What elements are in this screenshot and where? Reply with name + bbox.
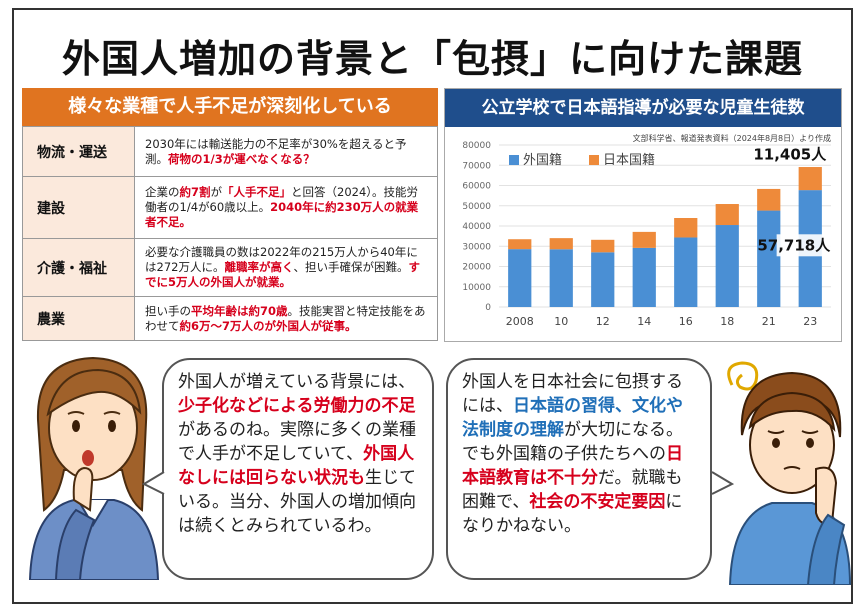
x-tick-label: 12 xyxy=(596,315,610,328)
labor-shortage-table: 様々な業種で人手不足が深刻化している 物流・運送 2030年には輸送能力の不足率… xyxy=(22,88,438,342)
description-cell: 必要な介護職員の数は2022年の215万人から40年には272万人に。離職率が高… xyxy=(134,238,438,297)
annotation-bg xyxy=(776,234,840,257)
legend-label: 外国籍 xyxy=(523,152,562,168)
y-tick-label: 20000 xyxy=(462,263,491,273)
y-tick-label: 0 xyxy=(485,303,491,313)
y-tick-label: 60000 xyxy=(462,182,491,192)
annotation-top: 11,405人 xyxy=(753,145,827,163)
bar-japanese xyxy=(715,204,739,226)
bar-foreign xyxy=(508,249,532,307)
woman-character-illustration xyxy=(28,356,160,580)
speech-bubble-right: 外国人を日本社会に包摂するには、日本語の習得、文化や法制度の理解が大切になる。で… xyxy=(446,358,712,580)
y-tick-label: 30000 xyxy=(462,242,491,252)
x-tick-label: 23 xyxy=(803,315,817,328)
bar-japanese xyxy=(674,218,698,238)
chart-svg: 0 10000 20000 30000 40000 50000 60000 70000 8000… xyxy=(462,141,840,328)
bar-foreign xyxy=(674,237,698,307)
worry-scribble-icon xyxy=(727,361,759,391)
description-cell: 企業の約7割が「人手不足」と回答（2024）。技能労働者の1/4が60歳以上。2… xyxy=(134,176,438,239)
y-tick-label: 10000 xyxy=(462,283,491,293)
table-row: 介護・福祉 必要な介護職員の数は2022年の215万人から40年には272万人に… xyxy=(22,238,438,297)
bar-japanese xyxy=(798,167,822,191)
y-tick-label: 40000 xyxy=(462,222,491,232)
annotation-bottom: 57,718人 xyxy=(757,236,831,254)
page-title: 外国人増加の背景と「包摂」に向けた課題 xyxy=(61,37,803,81)
bar-japanese xyxy=(632,231,656,248)
x-tick-label: 2008 xyxy=(506,315,534,328)
table-row: 建設 企業の約7割が「人手不足」と回答（2024）。技能労働者の1/4が60歳以… xyxy=(22,176,438,239)
speech-bubble-left: 外国人が増えている背景には、少子化などによる労働力の不足があるのね。実際に多くの… xyxy=(162,358,434,580)
bar-japanese xyxy=(508,239,532,250)
bar-foreign xyxy=(549,249,573,307)
bar-japanese xyxy=(757,188,781,211)
y-tick-label: 50000 xyxy=(462,202,491,212)
bar-japanese xyxy=(591,239,615,253)
description-cell: 2030年には輸送能力の不足率が30%を超えると予測。荷物の1/3が運べなくなる… xyxy=(134,126,438,177)
chart-header: 公立学校で日本語指導が必要な児童生徒数 xyxy=(445,89,841,127)
description-cell: 担い手の平均年齢は約70歳。技能実習と特定技能をあわせて約6万～7万人のが外国人… xyxy=(134,296,438,341)
man-character-illustration xyxy=(727,361,852,585)
y-tick-label: 80000 xyxy=(462,141,491,151)
legend-label: 日本国籍 xyxy=(603,152,655,168)
bar-foreign xyxy=(632,247,656,307)
table-header: 様々な業種で人手不足が深刻化している xyxy=(22,88,438,126)
speech-bubble-right-tail xyxy=(711,471,734,495)
x-tick-label: 18 xyxy=(720,315,734,328)
student-count-chart: 公立学校で日本語指導が必要な児童生徒数 文部科学省、報道発表資料（2024年8月… xyxy=(444,88,842,342)
category-cell: 建設 xyxy=(22,176,135,239)
category-cell: 物流・運送 xyxy=(22,126,135,177)
table-row: 農業 担い手の平均年齢は約70歳。技能実習と特定技能をあわせて約6万～7万人のが… xyxy=(22,296,438,341)
y-tick-label: 70000 xyxy=(462,161,491,171)
x-tick-label: 14 xyxy=(637,315,651,328)
speech-bubble-left-tail xyxy=(142,471,165,495)
category-cell: 介護・福祉 xyxy=(22,238,135,297)
bar-foreign xyxy=(757,210,781,307)
industry-table: 物流・運送 2030年には輸送能力の不足率が30%を超えると予測。荷物の1/3が… xyxy=(22,126,438,341)
x-tick-label: 16 xyxy=(679,315,693,328)
bar-foreign xyxy=(591,252,615,307)
category-cell: 農業 xyxy=(22,296,135,341)
x-tick-label: 10 xyxy=(554,315,568,328)
legend-swatch xyxy=(509,155,519,165)
x-tick-label: 21 xyxy=(762,315,776,328)
legend-swatch xyxy=(589,155,599,165)
bar-foreign xyxy=(715,225,739,307)
chart-source: 文部科学省、報道発表資料（2024年8月8日）より作成 xyxy=(632,134,831,143)
bar-japanese xyxy=(549,238,573,250)
table-row: 物流・運送 2030年には輸送能力の不足率が30%を超えると予測。荷物の1/3が… xyxy=(22,126,438,177)
